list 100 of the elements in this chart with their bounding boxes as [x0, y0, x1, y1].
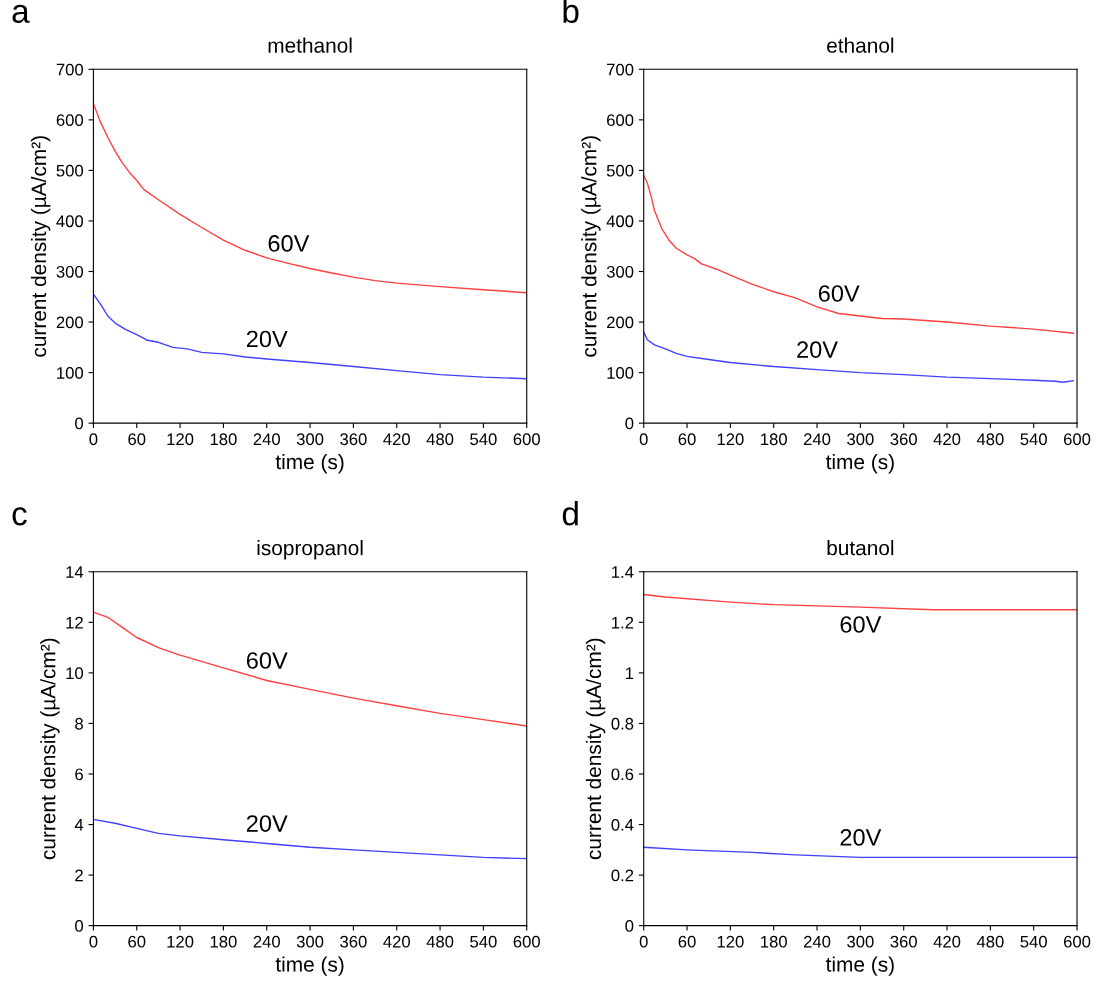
x-tick-label: 240 [253, 433, 280, 446]
x-tick-label: 480 [426, 433, 454, 446]
x-tick-label: 60 [678, 433, 696, 446]
y-tick-label: 0 [625, 417, 634, 430]
x-tick-label: 120 [717, 935, 744, 948]
y-tick-label: 200 [607, 316, 634, 329]
y-tick-label: 0.6 [611, 768, 634, 781]
x-tick-label: 0 [639, 433, 648, 446]
x-tick-label: 480 [426, 935, 454, 948]
x-tick-label: 0 [639, 935, 648, 948]
x-tick-label: 540 [1020, 433, 1047, 446]
x-tick-label: 540 [1020, 935, 1047, 948]
y-tick-label: 14 [66, 566, 84, 578]
y-tick-label: 2 [75, 869, 83, 882]
y-tick-label: 0.2 [611, 869, 634, 882]
line-series [93, 611, 527, 727]
text: a [12, 4, 30, 24]
y-tick-label: 0.8 [611, 717, 634, 730]
y-axis-title: current density (µA/cm²) [585, 638, 606, 860]
series-label: 20V [246, 815, 288, 832]
x-tick-label: 180 [761, 935, 787, 948]
y-tick-label: 100 [57, 367, 84, 379]
x-axis-title: time (s) [275, 956, 344, 976]
y-axis-title: current density (µA/cm²) [40, 638, 60, 860]
x-tick-label: 360 [340, 433, 367, 446]
y-tick-label: 100 [607, 367, 634, 379]
x-tick-label: 120 [167, 935, 194, 948]
line-series [643, 846, 1078, 859]
x-tick-label: 600 [513, 935, 540, 948]
series-label: 60V [818, 285, 860, 302]
line-series [93, 293, 527, 380]
x-tick-label: 360 [340, 935, 367, 948]
x-axis-title: time (s) [275, 453, 344, 474]
y-tick-label: 300 [56, 265, 84, 278]
text: c [12, 507, 27, 526]
y-tick-label: 0.4 [611, 818, 634, 831]
chart-title: methanol [268, 37, 352, 53]
x-tick-label: 540 [470, 935, 497, 948]
x-tick-label: 180 [761, 433, 787, 446]
line-series [643, 174, 1075, 334]
y-tick-label: 1 [625, 667, 634, 679]
y-tick-label: 4 [74, 819, 84, 831]
text: d [562, 501, 578, 526]
x-tick-label: 300 [296, 935, 324, 948]
x-tick-label: 480 [976, 935, 1004, 948]
y-tick-label: 500 [606, 164, 634, 177]
series-label: 60V [268, 235, 310, 252]
x-tick-label: 180 [210, 433, 237, 446]
y-tick-label: 300 [606, 265, 634, 278]
y-tick-label: 700 [607, 63, 634, 76]
x-tick-label: 240 [803, 433, 831, 446]
x-tick-label: 300 [847, 433, 874, 446]
x-tick-label: 0 [89, 935, 98, 948]
line-series [643, 593, 1078, 611]
x-tick-label: 540 [470, 433, 497, 446]
chart-title: ethanol [827, 37, 894, 53]
x-tick-label: 120 [167, 433, 194, 446]
chart-title: isopropanol [257, 540, 363, 560]
x-tick-label: 300 [847, 935, 874, 948]
chart-title: butanol [827, 540, 894, 556]
x-axis-title: time (s) [825, 956, 894, 976]
x-tick-label: 60 [128, 433, 146, 446]
x-tick-label: 600 [513, 433, 540, 446]
x-tick-label: 600 [1063, 433, 1091, 446]
x-tick-label: 0 [89, 433, 98, 446]
y-tick-label: 6 [75, 768, 83, 781]
y-tick-label: 12 [66, 616, 83, 629]
y-tick-label: 700 [56, 63, 84, 76]
y-tick-label: 200 [56, 316, 84, 329]
x-tick-label: 360 [890, 433, 917, 446]
x-tick-label: 600 [1063, 935, 1091, 948]
x-tick-label: 180 [210, 935, 237, 948]
series-label: 60V [246, 652, 288, 669]
series-label: 20V [246, 330, 288, 348]
x-tick-label: 420 [933, 433, 961, 446]
x-tick-label: 420 [933, 935, 961, 948]
y-tick-label: 10 [66, 667, 84, 680]
y-tick-label: 400 [56, 215, 84, 228]
y-tick-label: 600 [56, 114, 84, 127]
x-tick-label: 240 [253, 935, 280, 948]
series-label: 20V [797, 341, 838, 358]
x-tick-label: 300 [296, 433, 324, 446]
y-axis-title: current density (µA/cm²) [581, 136, 601, 357]
x-tick-label: 420 [383, 935, 410, 948]
x-axis-title: time (s) [825, 453, 894, 474]
y-tick-label: 1.2 [612, 616, 634, 629]
y-tick-label: 500 [56, 164, 84, 177]
x-tick-label: 240 [803, 935, 831, 948]
line-series [643, 331, 1075, 383]
x-tick-label: 360 [890, 935, 917, 948]
y-tick-label: 400 [606, 215, 634, 228]
x-tick-label: 420 [383, 433, 410, 446]
y-tick-label: 0 [75, 920, 84, 932]
x-tick-label: 480 [976, 433, 1004, 446]
series-label: 20V [840, 829, 882, 846]
y-tick-label: 8 [75, 717, 83, 730]
series-label: 60V [840, 616, 882, 633]
y-tick-label: 0 [75, 417, 84, 430]
x-tick-label: 60 [678, 935, 696, 948]
y-tick-label: 1.4 [612, 566, 634, 578]
